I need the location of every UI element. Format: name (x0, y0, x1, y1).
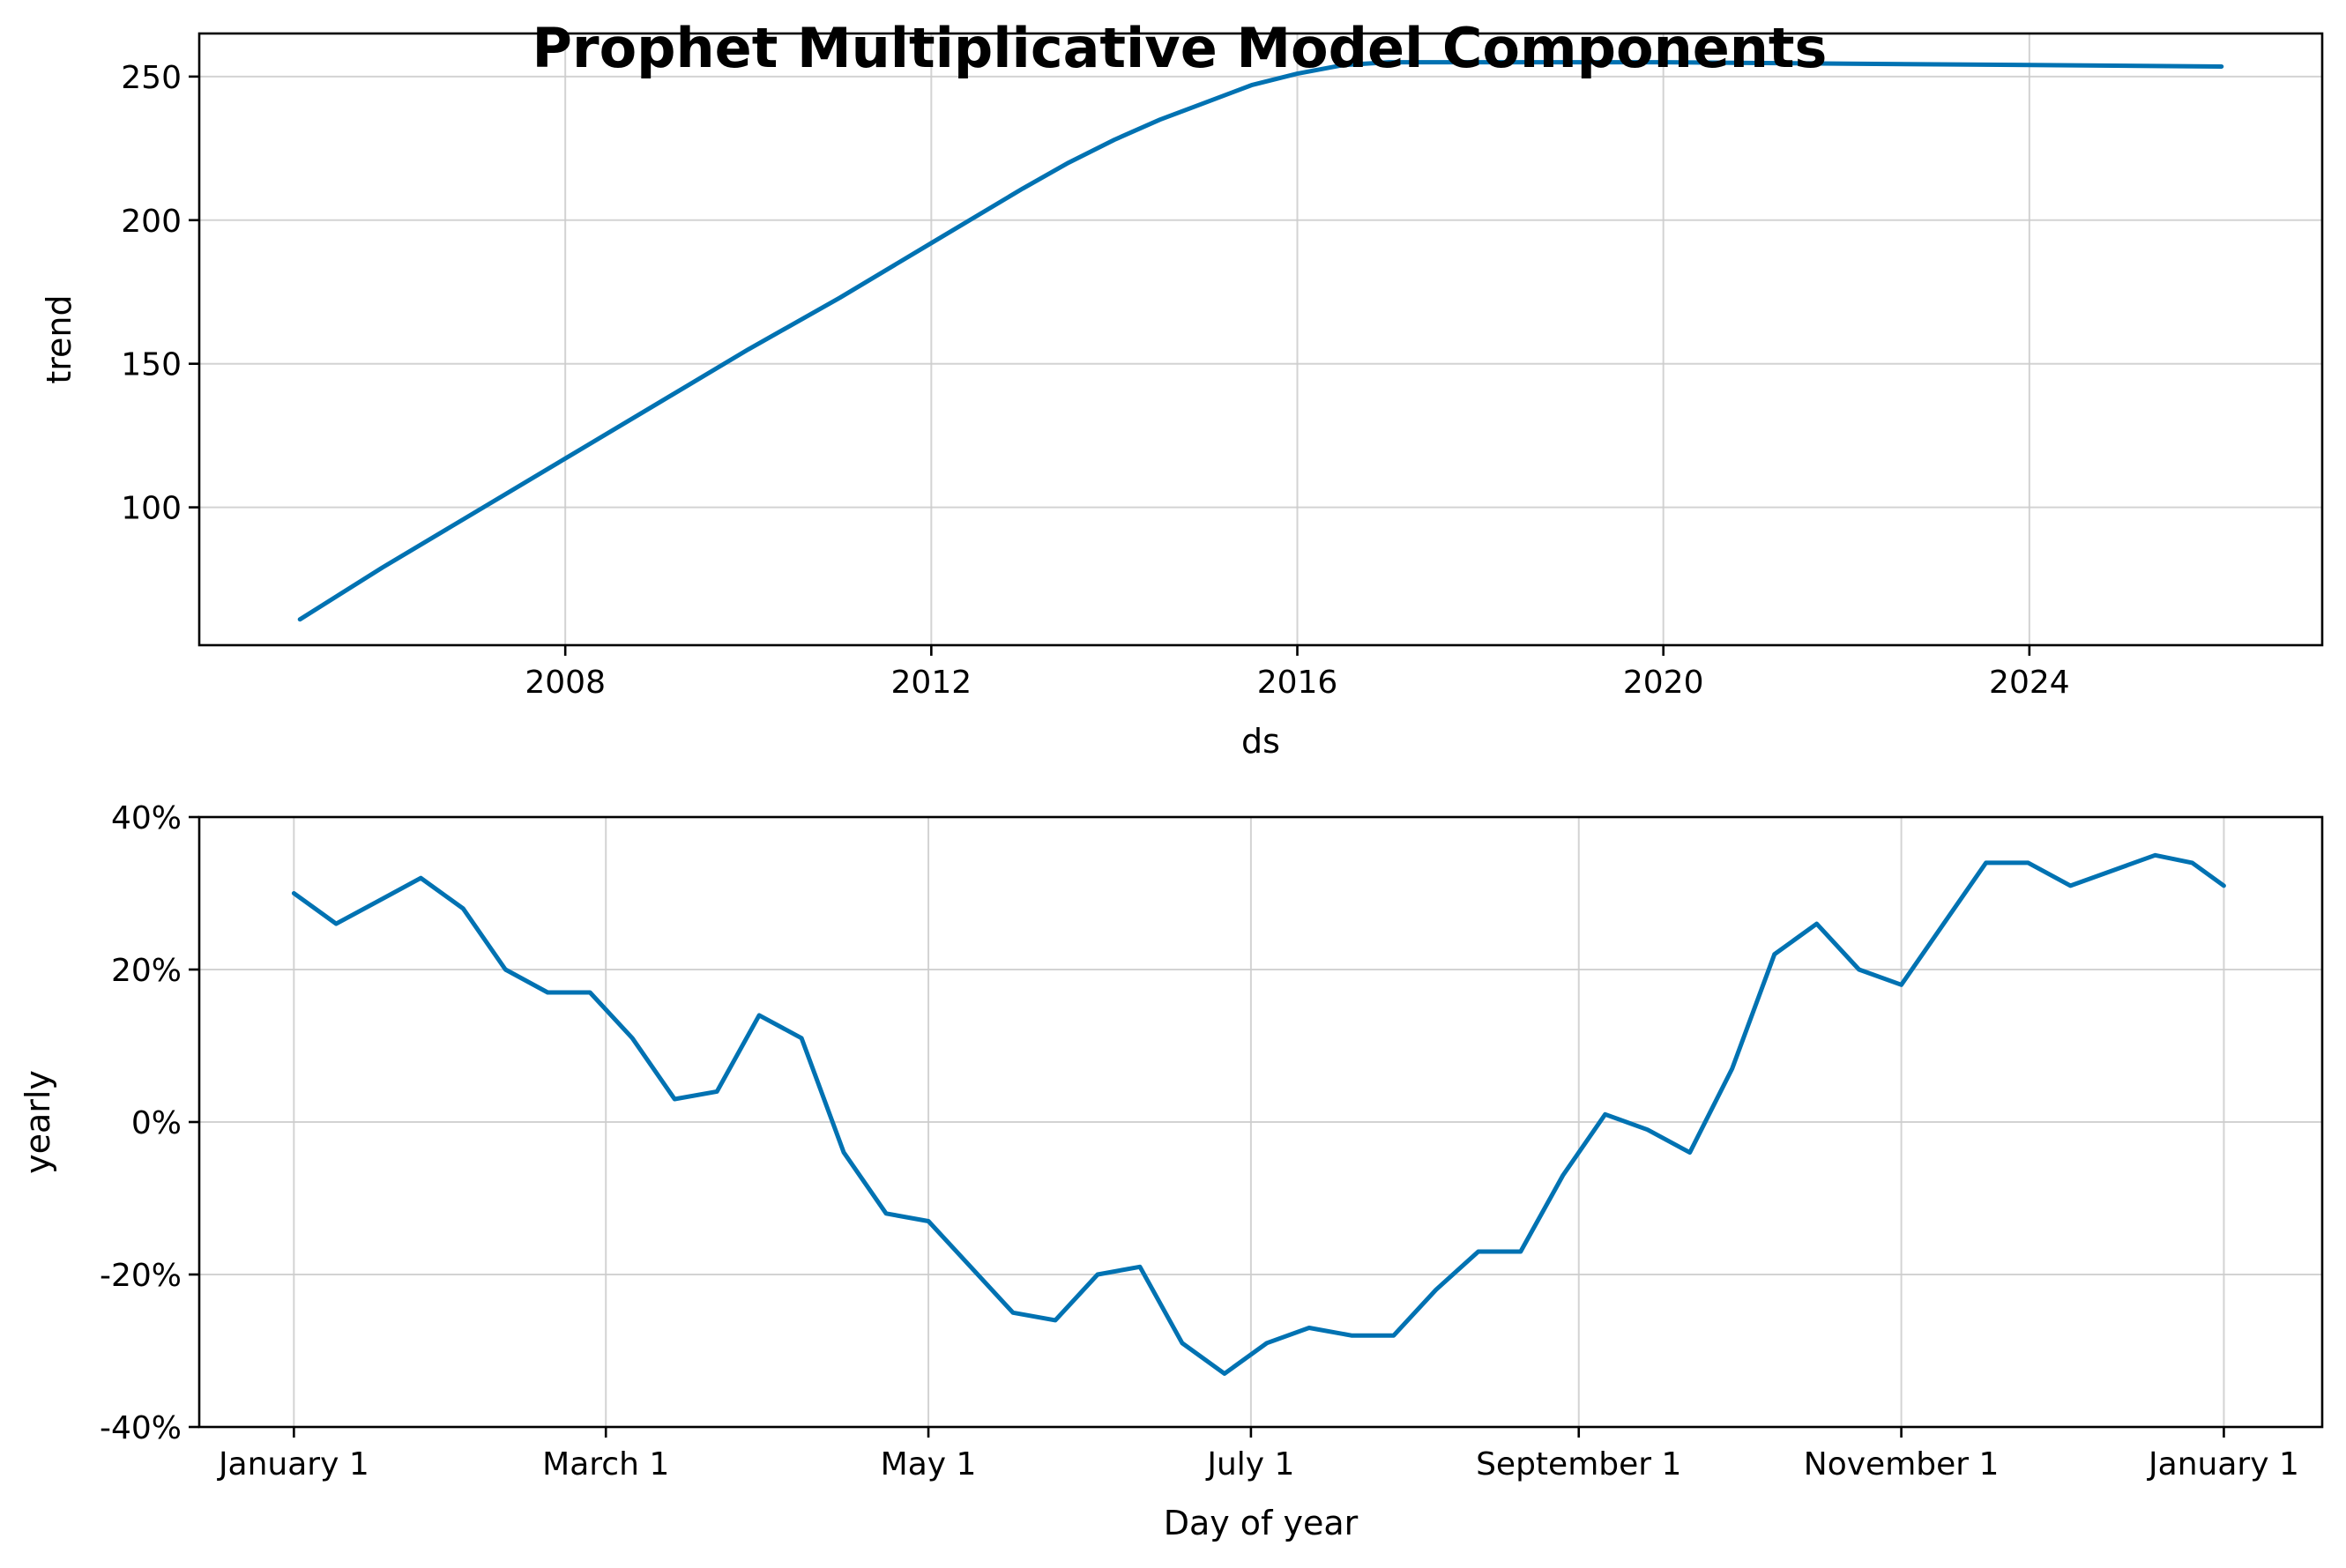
trend-xtick-label: 2024 (1989, 665, 2070, 701)
yearly-ytick-label: 20% (111, 953, 182, 989)
trend-ytick-label: 100 (121, 491, 182, 527)
trend-ytick-label: 150 (121, 347, 182, 383)
yearly-xlabel: Day of year (1164, 1504, 1359, 1542)
trend-xlabel: ds (1241, 722, 1280, 761)
yearly-ytick-label: -20% (100, 1258, 182, 1294)
yearly-xtick-label: July 1 (1205, 1446, 1294, 1483)
trend-grid (199, 33, 2322, 645)
yearly-ytick-label: -40% (100, 1410, 182, 1446)
trend-ytick-label: 200 (121, 204, 182, 240)
yearly-panel: January 1 March 1 May 1 July 1 September 1 No… (19, 800, 2324, 1542)
trend-xtick-label: 2012 (891, 665, 972, 701)
trend-ticks: 2008 2012 2016 2020 2024 100 150 200 250 (121, 60, 2069, 701)
trend-ylabel: trend (40, 294, 78, 383)
yearly-xtick-label: January 1 (2147, 1446, 2299, 1483)
trend-xtick-label: 2016 (1257, 665, 1338, 701)
trend-xtick-label: 2020 (1623, 665, 1704, 701)
figure-title: Prophet Multiplicative Model Components (533, 16, 1828, 80)
yearly-ytick-label: 0% (131, 1105, 182, 1141)
trend-xtick-label: 2008 (525, 665, 606, 701)
yearly-xtick-label: May 1 (881, 1446, 977, 1483)
trend-axes-frame (197, 32, 2324, 647)
trend-line (297, 60, 2224, 622)
trend-panel: 2008 2012 2016 2020 2024 100 150 200 250 ds tren… (40, 32, 2324, 761)
yearly-line (291, 852, 2226, 1376)
yearly-ticks: January 1 March 1 May 1 July 1 September 1 No… (100, 800, 2299, 1483)
yearly-ytick-label: 40% (111, 800, 182, 836)
yearly-xtick-label: September 1 (1476, 1446, 1681, 1483)
yearly-xtick-label: March 1 (542, 1446, 669, 1483)
yearly-xtick-label: November 1 (1804, 1446, 2000, 1483)
yearly-xtick-label: January 1 (217, 1446, 369, 1483)
trend-ytick-label: 250 (121, 60, 182, 96)
yearly-ylabel: yearly (19, 1070, 57, 1174)
